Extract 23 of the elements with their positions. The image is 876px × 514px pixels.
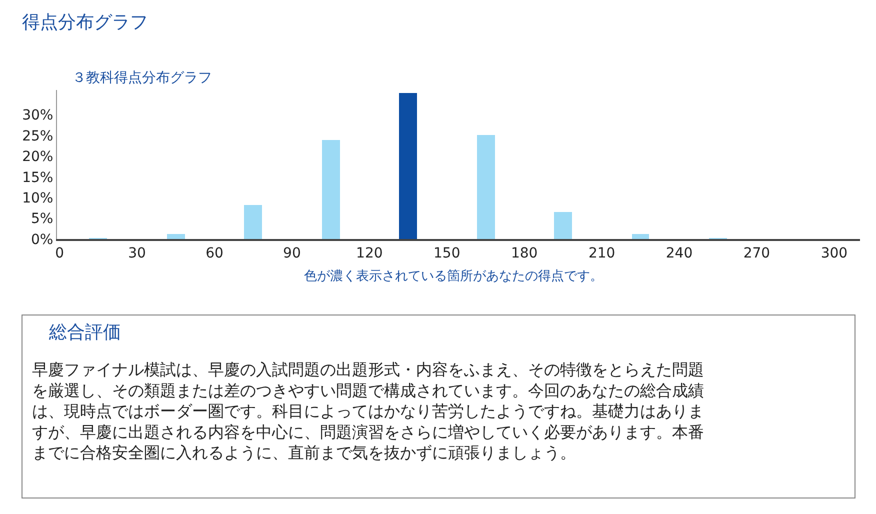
x-tick-label: 60 [206, 246, 224, 262]
x-tick-label: 270 [743, 246, 770, 262]
x-tick-label: 120 [356, 246, 383, 262]
x-tick-label: 0 [55, 246, 64, 262]
y-tick-label: 5% [30, 211, 54, 228]
chart-subtitle: ３教科得点分布グラフ [72, 70, 212, 86]
y-tick-label: 10% [22, 190, 54, 207]
x-tick-label: 300 [820, 246, 848, 262]
x-tick-label: 210 [588, 246, 616, 262]
text: 早慶ファイナル模試は、早慶の入試問題の出題形式・内容をふまえ、その特徴をとらえた問題を厳選し、その類題または差のつきやすい問題で構成されています。今回のあなたの総合成績は、現時点ではボーダー圏です。科目によってはかなり苦労したようですね。基礎力はありますが、早慶に出題される内容を中心に、問題演習をさらに増やしていく必要があります。本番までに合格安全圏に入れるように、直前まで気を抜かずに頑張りましょう。 [32, 360, 704, 462]
x-tick-label: 180 [510, 246, 538, 262]
x-axis-title: 色が濃く表示されている箇所があなたの得点です。 [304, 269, 603, 284]
y-tick-label: 15% [22, 170, 54, 186]
text: 総合評価 [48, 322, 121, 343]
x-tick-label: 150 [434, 246, 460, 262]
y-tick-label: 0% [30, 232, 54, 248]
chart-title: 得点分布グラフ [22, 12, 148, 33]
x-tick-label: 90 [283, 246, 301, 262]
y-tick-label: 20% [22, 149, 54, 166]
y-tick-label: 30% [22, 108, 54, 124]
x-tick-label: 30 [128, 246, 146, 262]
y-tick-label: 25% [22, 128, 54, 144]
x-tick-label: 240 [666, 246, 693, 262]
